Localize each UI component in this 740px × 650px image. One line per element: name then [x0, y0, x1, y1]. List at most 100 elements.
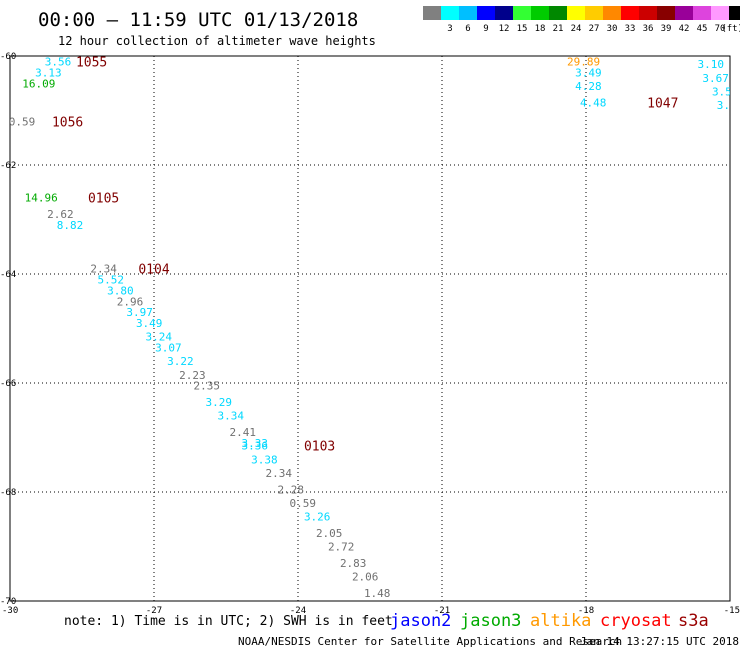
legend-swatch: [423, 6, 441, 20]
legend-value: 12: [499, 24, 510, 34]
satellite-jason2: jason2: [390, 611, 451, 631]
lon-tick-label: -21: [434, 606, 450, 616]
wave-height-value: 3.22: [167, 355, 194, 368]
wave-height-value: 2.96: [117, 295, 144, 308]
legend-swatch: [459, 6, 477, 20]
legend-swatch: [693, 6, 711, 20]
lat-tick-label: -62: [0, 161, 16, 171]
satellite-cryosat: cryosat: [600, 611, 672, 631]
legend-swatch: [477, 6, 495, 20]
wave-height-value: 3.56: [45, 55, 72, 68]
wave-height-value: 2.35: [194, 380, 221, 393]
wave-height-value: 3.67: [702, 72, 729, 85]
axis-ticks: -30 -27 -24 -21 -18 -15 -60 -62 -64 -66 -68 -70: [0, 52, 740, 616]
satellite-legend: jason2 jason3 altika cryosat s3a: [390, 611, 709, 631]
pass-time-label: 1047: [647, 96, 678, 111]
wave-height-value: 3.50: [712, 85, 739, 98]
wave-height-value: 0.59: [290, 497, 317, 510]
legend-value: 42: [679, 24, 690, 34]
legend-value: 18: [535, 24, 546, 34]
wave-height-value: 2.05: [316, 527, 343, 540]
pass-time-labels: 1055 1056 0105 0104 0103 1047: [52, 55, 679, 454]
legend-swatch: [639, 6, 657, 20]
map-frame: [9, 55, 731, 602]
wave-height-value: 3.80: [107, 284, 134, 297]
wave-height-value: 2.06: [352, 570, 379, 583]
wave-height-value: 14.96: [25, 192, 58, 205]
legend-swatch: [441, 6, 459, 20]
wave-height-value: 2.41: [230, 426, 257, 439]
legend-swatch: [621, 6, 639, 20]
pass-time-label: 0104: [138, 263, 169, 278]
wave-height-value: 3.13: [35, 66, 62, 79]
legend-value: 21: [553, 24, 564, 34]
legend-unit: (ft): [721, 24, 740, 34]
legend-swatch: [603, 6, 621, 20]
legend-value: 36: [643, 24, 654, 34]
pass-time-label: 1056: [52, 115, 83, 130]
satellite-altika: altika: [530, 611, 591, 631]
legend-value: 30: [607, 24, 618, 34]
map-subtitle: 12 hour collection of altimeter wave hei…: [58, 34, 376, 48]
lon-tick-label: -30: [2, 606, 18, 616]
legend-swatch: [495, 6, 513, 20]
wave-height-value: 3.97: [126, 306, 153, 319]
legend-value: 45: [697, 24, 708, 34]
pass-time-label: 1055: [76, 55, 107, 70]
legend-value: 33: [625, 24, 636, 34]
wave-height-value: 4.48: [580, 96, 607, 109]
credit-line: NOAA/NESDIS Center for Satellite Applica…: [238, 635, 622, 648]
legend-swatch: [585, 6, 603, 20]
map-title: 00:00 – 11:59 UTC 01/13/2018: [38, 9, 358, 31]
wave-height-value: 3.29: [206, 396, 233, 409]
satellite-jason3: jason3: [460, 611, 521, 631]
wave-height-value: 5.52: [98, 273, 125, 286]
pass-time-label: 0105: [88, 192, 119, 207]
wave-height-value: 2.34: [90, 263, 117, 276]
lat-tick-label: -60: [0, 52, 16, 62]
wave-height-value: 4.28: [575, 80, 602, 93]
lon-tick-label: -24: [290, 606, 306, 616]
graticule: [10, 56, 730, 601]
wave-height-value: 3.24: [146, 331, 173, 344]
wave-height-value: 3.34: [218, 410, 245, 423]
legend-swatch: [531, 6, 549, 20]
satellite-s3a: s3a: [678, 611, 709, 631]
wave-height-value: 2.34: [266, 467, 293, 480]
pass-time-label: 0103: [304, 440, 335, 455]
legend-value: 70: [715, 24, 726, 34]
legend-swatch: [657, 6, 675, 20]
lon-tick-label: -18: [578, 606, 594, 616]
plot-border: [9, 55, 731, 602]
wave-height-value: 3.07: [155, 342, 182, 355]
legend-value: 15: [517, 24, 528, 34]
lat-tick-label: -64: [0, 270, 16, 280]
lon-tick-label: -15: [724, 606, 740, 616]
wave-height-value: 2.89: [376, 600, 403, 613]
wave-height-value: 3.36: [242, 440, 269, 453]
legend-value: 39: [661, 24, 672, 34]
wave-height-value: 2.23: [179, 369, 206, 382]
wave-height-value: 3.49: [575, 66, 602, 79]
wave-height-value: 3.19: [717, 99, 740, 112]
wave-height-labels: 3.563.1316.090.5914.962.628.822.345.523.…: [9, 55, 740, 613]
wave-height-value: 1.48: [364, 587, 391, 600]
legend-value: 27: [589, 24, 600, 34]
lat-tick-label: -66: [0, 379, 16, 389]
lat-tick-label: -68: [0, 488, 16, 498]
wave-height-value: 3.49: [136, 317, 163, 330]
legend-value: 9: [483, 24, 488, 34]
legend-swatch: [675, 6, 693, 20]
wave-height-value: 0.59: [9, 115, 36, 128]
wave-height-value: 16.09: [22, 77, 55, 90]
wave-height-value: 3.26: [304, 511, 331, 524]
wave-height-value: 2.83: [340, 557, 367, 570]
footer-note: note: 1) Time is in UTC; 2) SWH is in fe…: [64, 614, 393, 629]
legend-swatch: [513, 6, 531, 20]
wave-height-value: 3.33: [242, 437, 269, 450]
legend-value: 24: [571, 24, 582, 34]
wave-height-value: 2.28: [278, 483, 305, 496]
timestamp: Jan 14 13:27:15 UTC 2018: [580, 635, 739, 648]
